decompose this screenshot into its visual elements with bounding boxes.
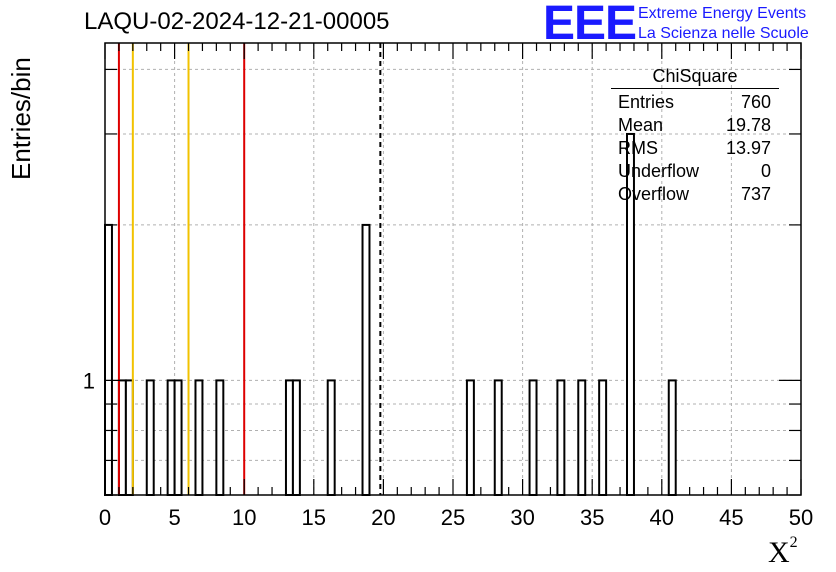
x-tick-label: 35: [580, 505, 604, 530]
histogram-bar: [104, 223, 113, 496]
histogram-bar: [556, 379, 566, 496]
x-tick-label: 50: [789, 505, 813, 530]
histogram-bar: [577, 379, 587, 496]
stats-label: RMS: [618, 138, 658, 158]
stats-row: Mean 19.78: [611, 114, 779, 137]
x-tick-label: 0: [99, 505, 111, 530]
axes: 0 5 10 15 20 25 30 35 40 45 50 1: [83, 42, 813, 530]
histogram-bar: [465, 379, 475, 496]
x-tick-label: 45: [719, 505, 743, 530]
histogram-bar: [215, 379, 225, 496]
x-tick-label: 40: [650, 505, 674, 530]
histogram-bar: [194, 379, 204, 496]
stats-label: Overflow: [618, 184, 690, 204]
x-tick-label: 5: [168, 505, 180, 530]
histogram-bar: [124, 379, 134, 496]
x-tick-label: 25: [441, 505, 465, 530]
stats-rows: Entries 760 Mean 19.78 RMS 13.97 Underflow 0 Ove…: [611, 91, 779, 206]
histogram-bar: [166, 379, 176, 496]
histogram-bar: [361, 223, 371, 496]
histogram-bars: [104, 132, 677, 497]
x-tick-label: 15: [302, 505, 326, 530]
histogram-bar: [598, 379, 608, 496]
stats-row: RMS 13.97: [611, 137, 779, 160]
stats-label: Entries: [618, 92, 675, 112]
stats-title: ChiSquare: [611, 66, 779, 89]
x-tick-label: 20: [371, 505, 395, 530]
x-tick-label: 10: [232, 505, 256, 530]
logo-line-2: La Scienza nelle Scuole: [638, 25, 809, 42]
histogram-bar: [326, 379, 336, 496]
histogram-bar: [173, 379, 183, 496]
histogram-bar: [667, 379, 677, 496]
histogram-bar: [493, 379, 503, 496]
eee-logo: EEE: [543, 0, 637, 50]
stats-value: 0: [760, 161, 771, 181]
x-axis-label-superscript: 2: [789, 534, 798, 551]
histogram-bar: [291, 379, 301, 496]
logo-line-1: Extreme Energy Events: [638, 5, 807, 22]
x-axis-label-base: X: [768, 536, 790, 569]
reference-lines: [117, 43, 382, 495]
stats-box: ChiSquare Entries 760 Mean 19.78 RMS 13.97 Und…: [611, 66, 779, 206]
stats-value: 760: [740, 92, 771, 112]
stats-row: Entries 760: [611, 91, 779, 114]
stats-value: 737: [740, 184, 771, 204]
stats-row: Overflow 737: [611, 183, 779, 206]
stats-row: Underflow 0: [611, 160, 779, 183]
histogram-bar: [117, 379, 127, 496]
stats-value: 13.97: [725, 138, 771, 158]
stats-value: 19.78: [725, 115, 771, 135]
stats-label: Mean: [618, 115, 664, 135]
stats-label: Underflow: [618, 161, 700, 181]
histogram-bar: [145, 379, 155, 496]
histogram-bar: [528, 379, 538, 496]
chart-title: LAQU-02-2024-12-21-00005: [84, 8, 390, 35]
histogram-bar: [284, 379, 294, 496]
x-tick-label: 30: [510, 505, 534, 530]
y-axis-label: Entries/bin: [6, 57, 36, 180]
y-tick-label: 1: [83, 368, 95, 393]
x-axis-label: X2: [768, 534, 798, 570]
